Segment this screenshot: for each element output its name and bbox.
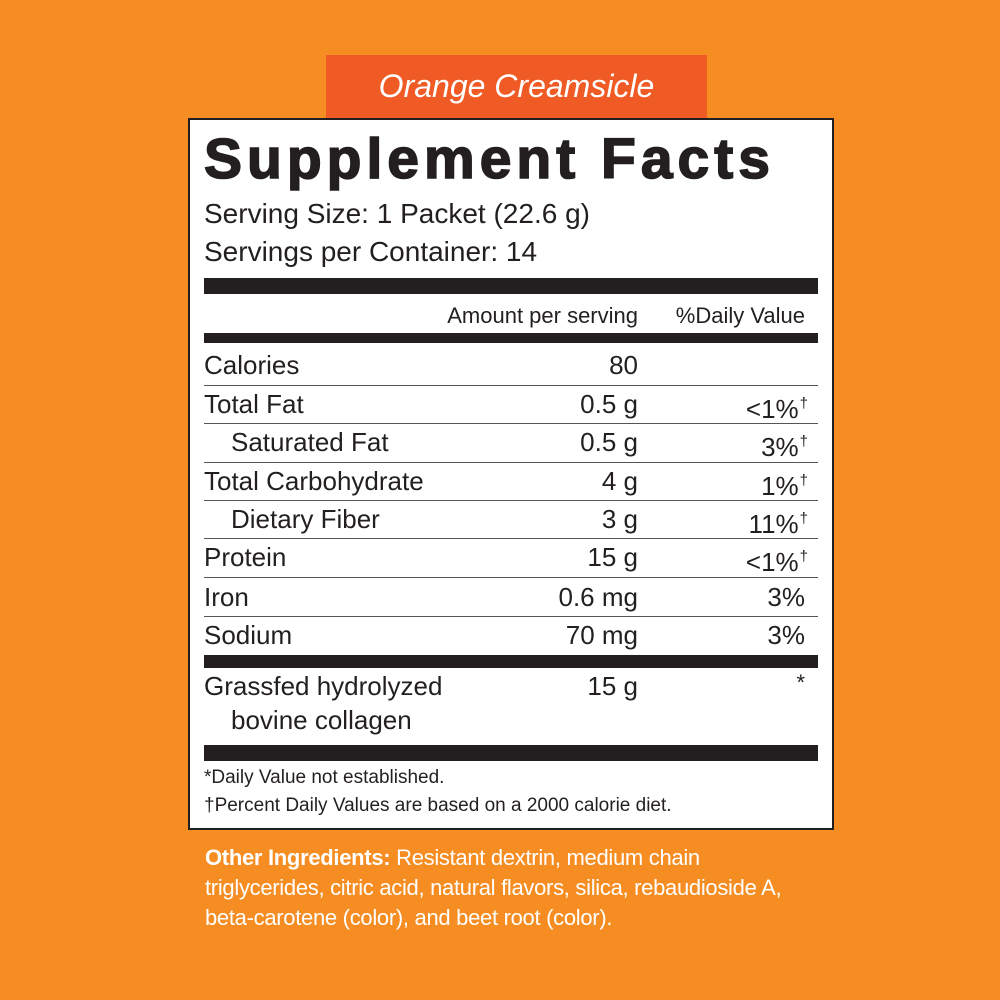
daily-value: 3% (767, 582, 805, 612)
column-header: Amount per serving (447, 303, 638, 328)
daily-value-number: <1% (745, 547, 799, 577)
nutrient-name: Sodium (204, 620, 293, 650)
thick-rule (204, 655, 818, 668)
nutrient-name: bovine collagen (231, 705, 412, 735)
footnote: †Percent Daily Values are based on a 200… (204, 795, 672, 816)
daily-value: <1%† (746, 389, 808, 424)
daily-value-number: 3% (767, 582, 805, 612)
row-divider (204, 385, 818, 386)
nutrient-name: Calories (204, 350, 300, 380)
facts-panel (188, 118, 834, 830)
daily-value-note: † (799, 433, 808, 450)
nutrient-name: Total Fat (204, 389, 304, 419)
amount: 0.5 g (580, 389, 638, 419)
row-divider (204, 577, 818, 578)
daily-value: 11%† (749, 504, 808, 539)
daily-value-number: 1% (761, 471, 799, 501)
servings-per-container: Servings per Container: 14 (204, 236, 538, 267)
daily-value-number: <1% (745, 394, 799, 424)
daily-value-number: 11% (748, 509, 799, 539)
flavor-tag: Orange Creamsicle (326, 55, 707, 118)
daily-value: * (796, 670, 805, 695)
daily-value-note: † (799, 510, 808, 527)
daily-value: 3% (767, 620, 805, 650)
daily-value: <1%† (746, 542, 808, 577)
row-divider (204, 462, 818, 463)
daily-value-note: † (799, 472, 808, 489)
daily-value: 3%† (761, 427, 808, 462)
daily-value: 1%† (761, 466, 808, 501)
daily-value-number: 3% (761, 432, 799, 462)
title: Supplement Facts (203, 126, 775, 192)
amount: 0.5 g (580, 427, 638, 457)
other-ingredients: Other Ingredients: Resistant dextrin, me… (205, 843, 820, 933)
serving-size: Serving Size: 1 Packet (22.6 g) (204, 198, 590, 229)
nutrient-name: Dietary Fiber (231, 504, 380, 534)
amount: 15 g (587, 542, 638, 572)
amount: 80 (609, 350, 638, 380)
amount: 15 g (587, 671, 638, 701)
thick-rule (204, 333, 818, 343)
row-divider (204, 500, 818, 501)
amount: 4 g (601, 466, 638, 496)
nutrient-name: Protein (204, 542, 287, 572)
row-divider (204, 423, 818, 424)
daily-value-number: 3% (767, 620, 805, 650)
nutrient-name: Saturated Fat (231, 427, 389, 457)
daily-value-note: † (799, 395, 808, 412)
thick-rule (204, 745, 818, 761)
other-ingredients-label: Other Ingredients: (205, 845, 391, 870)
amount: 3 g (601, 504, 638, 534)
row-divider (204, 538, 818, 539)
amount: 70 mg (565, 620, 638, 650)
footnote: *Daily Value not established. (204, 767, 445, 788)
nutrient-name: Iron (204, 582, 249, 612)
thick-rule (204, 278, 818, 294)
nutrient-name: Grassfed hydrolyzed (204, 671, 443, 701)
other-ingredients-text: Resistant dextrin, medium chain triglyce… (205, 845, 782, 930)
nutrient-name: Total Carbohydrate (204, 466, 424, 496)
column-header: %Daily Value (675, 303, 805, 328)
amount: 0.6 mg (558, 582, 639, 612)
row-divider (204, 616, 818, 617)
daily-value-note: † (799, 548, 808, 565)
